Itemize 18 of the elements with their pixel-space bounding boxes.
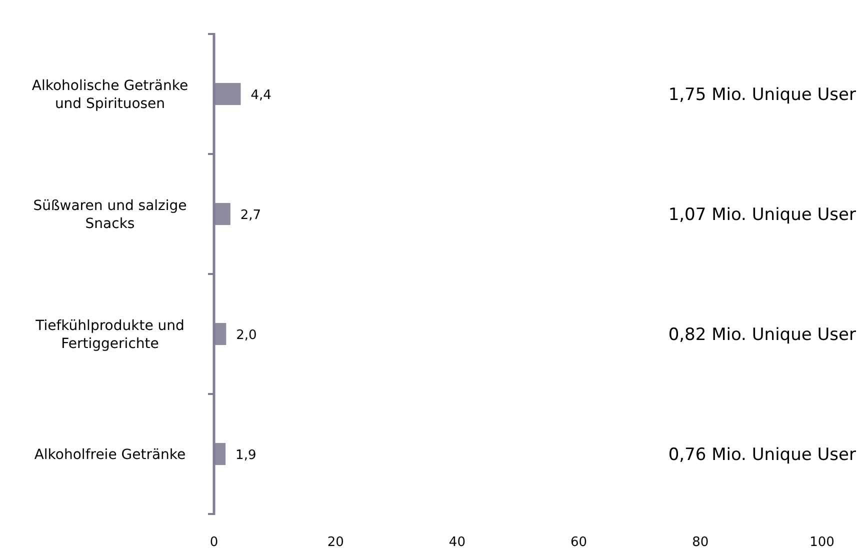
annotation: 0,76 Mio. Unique User	[668, 445, 856, 465]
x-tick-label: 0	[210, 535, 218, 550]
data-label: 2,0	[236, 328, 257, 343]
x-tick-label: 40	[448, 535, 466, 550]
x-tick-label: 80	[692, 535, 709, 550]
data-label: 2,7	[240, 208, 262, 223]
y-tick-label: Alkoholische Getränke und Spirituosen	[32, 78, 188, 112]
x-tick-label: 100	[810, 535, 834, 550]
y-tick-label: Süßwaren und salzige Snacks	[33, 198, 187, 232]
x-tick-label: 20	[327, 535, 344, 550]
y-tick-label: Alkoholfreie Getränke	[34, 447, 186, 463]
y-tick-label: Tiefkühlprodukte und Fertiggerichte	[34, 318, 184, 352]
data-label: 4,4	[250, 88, 272, 103]
annotation: 0,82 Mio. Unique User	[668, 325, 856, 345]
x-tick-label: 60	[570, 535, 588, 550]
annotation: 1,07 Mio. Unique User	[668, 205, 856, 225]
annotation: 1,75 Mio. Unique User	[668, 85, 856, 105]
data-label: 1,9	[236, 448, 256, 463]
